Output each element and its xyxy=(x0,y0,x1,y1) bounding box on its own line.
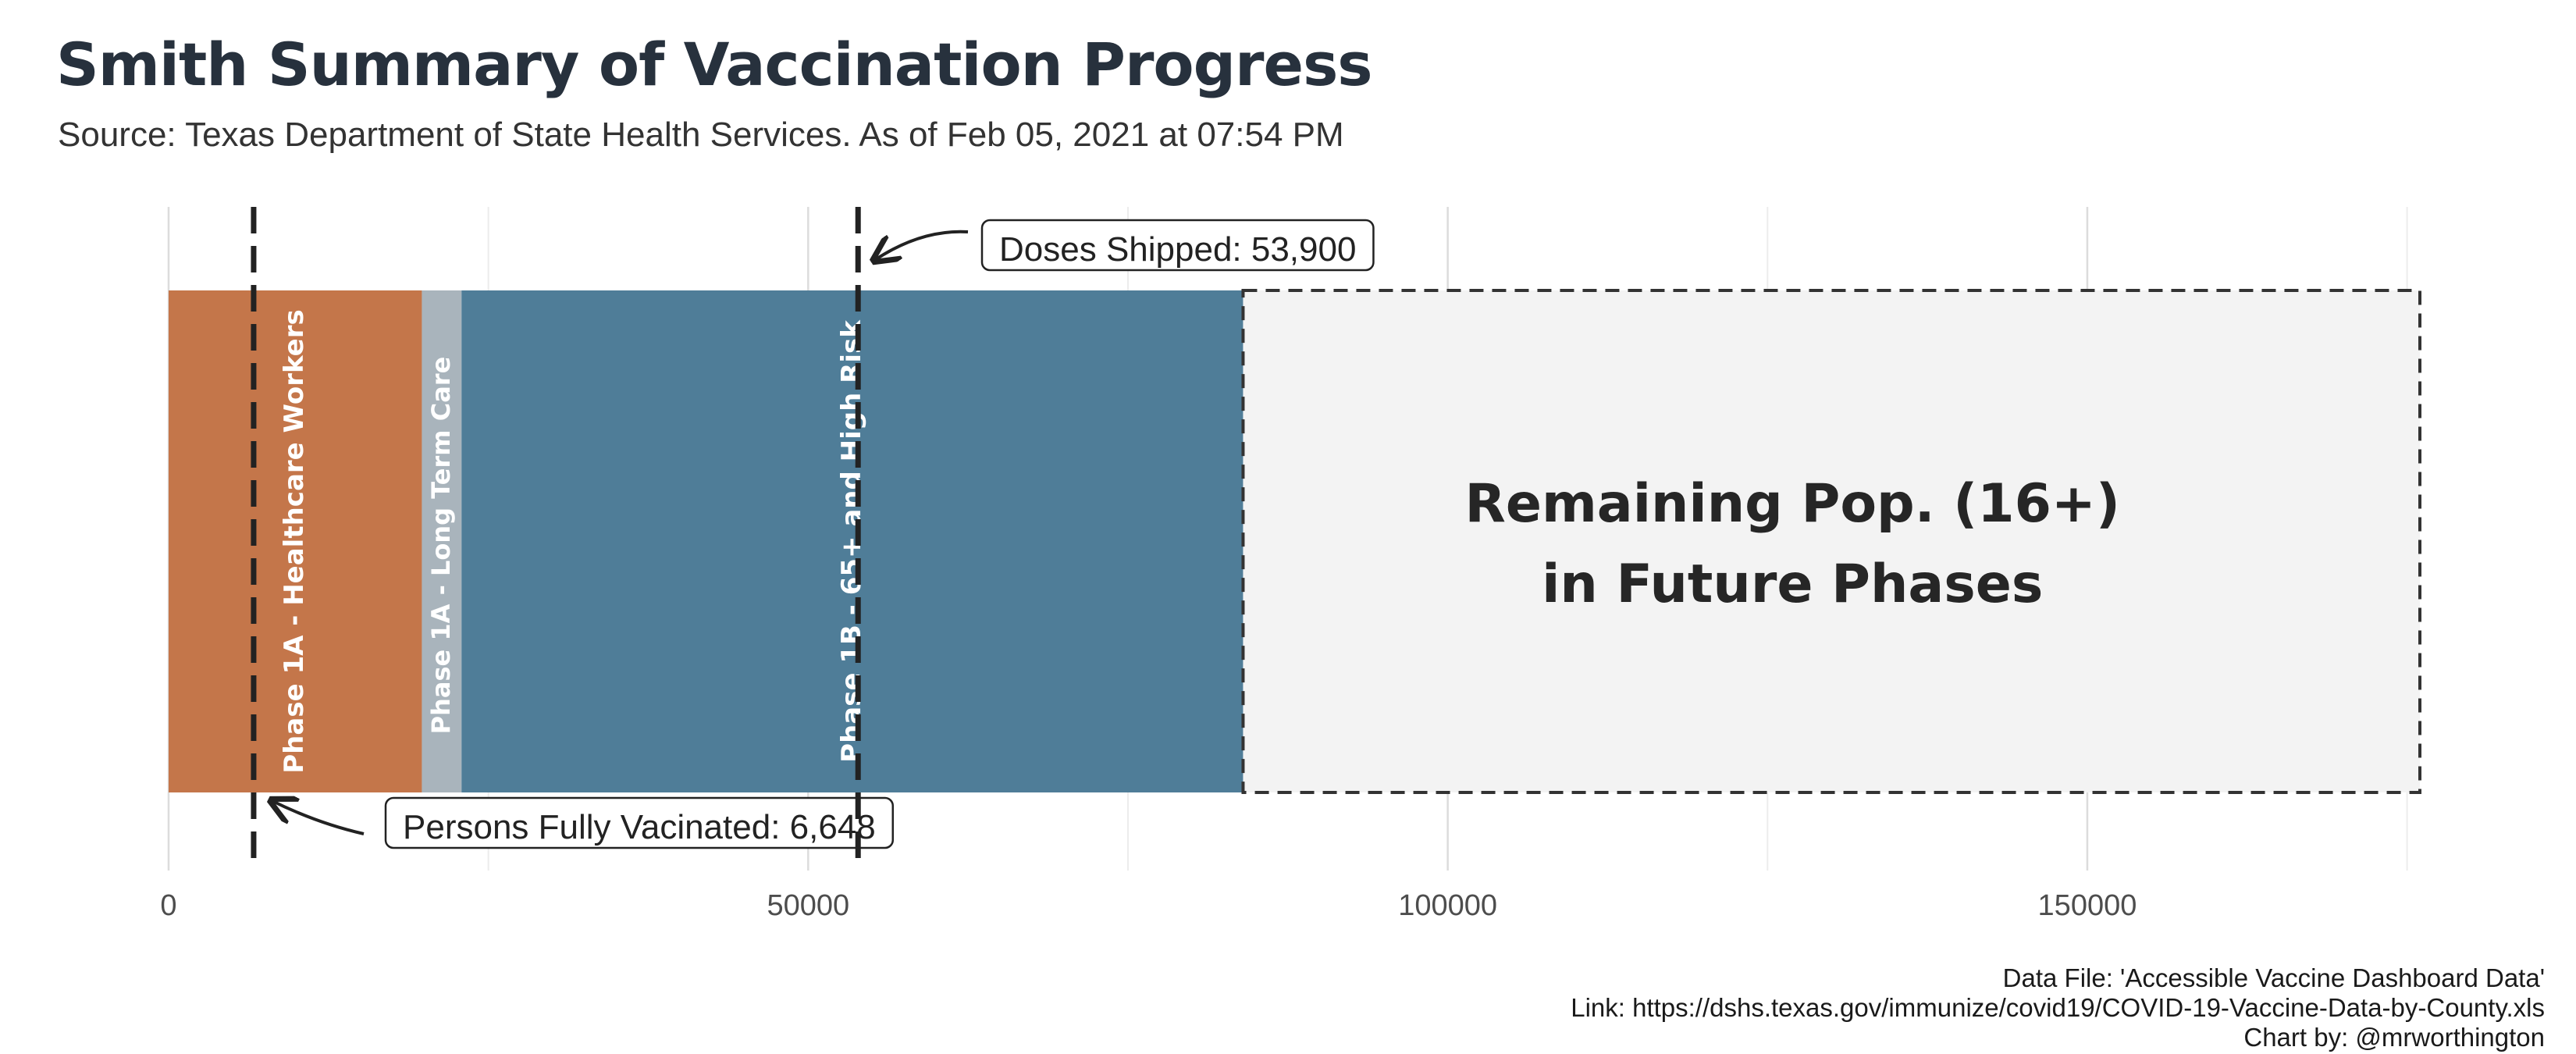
chart-subtitle: Source: Texas Department of State Health… xyxy=(58,116,1344,154)
bar-segment-1 xyxy=(422,290,462,792)
reference-arrow-1 xyxy=(873,230,969,261)
bar-segment-2 xyxy=(461,290,1244,792)
x-tick-label: 50000 xyxy=(767,889,849,922)
bar-segment-3 xyxy=(1241,289,2421,794)
reference-label-box-0 xyxy=(384,796,895,849)
reference-label-box-1 xyxy=(980,219,1375,272)
remaining-label-line-1: in Future Phases xyxy=(1542,554,2043,615)
segment-label-0: Phase 1A - Healthcare Workers xyxy=(279,309,310,773)
x-tick-label: 100000 xyxy=(1398,889,1497,922)
reference-label-0: Persons Fully Vacinated: 6,648 xyxy=(403,808,876,846)
x-axis: 0 50000 100000 150000 xyxy=(160,889,2137,922)
caption-link[interactable]: Link: https://dshs.texas.gov/immunize/co… xyxy=(1571,993,2545,1022)
reference-label-1: Doses Shipped: 53,900 xyxy=(999,230,1356,269)
reference-arrow-0 xyxy=(271,800,365,835)
x-tick-label: 150000 xyxy=(2038,889,2137,922)
bar-segment-0 xyxy=(169,290,422,792)
chart-title: Smith Summary of Vaccination Progress xyxy=(56,30,1373,99)
x-tick-label: 0 xyxy=(160,889,176,922)
caption-author: Chart by: @mrworthington xyxy=(2243,1023,2545,1052)
caption-data-file: Data File: 'Accessible Vaccine Dashboard… xyxy=(2002,963,2545,992)
reference-lines: Persons Fully Vacinated: 6,648 Doses Ship… xyxy=(251,207,1375,871)
stacked-bar xyxy=(169,289,2421,794)
remaining-label-line-0: Remaining Pop. (16+) xyxy=(1464,473,2120,535)
segment-labels: Phase 1A - Healthcare Workers Phase 1A - … xyxy=(279,309,2120,773)
segment-label-2: Phase 1B - 65+ and High Risk xyxy=(836,319,867,763)
segment-label-1: Phase 1A - Long Term Care xyxy=(426,357,456,735)
